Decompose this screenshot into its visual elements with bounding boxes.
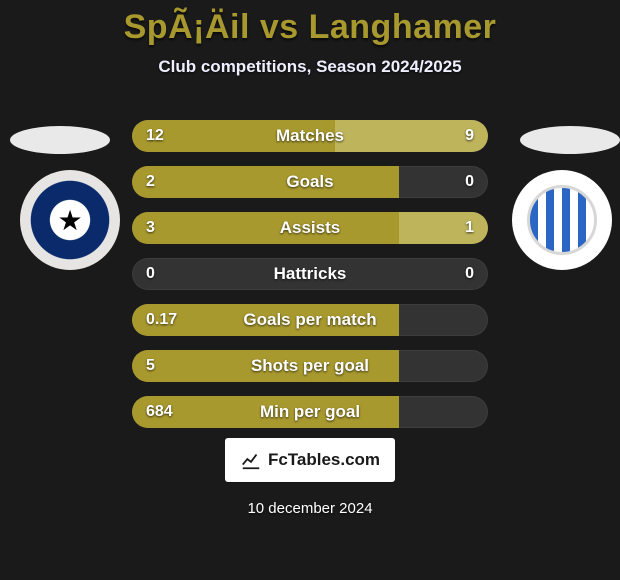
header-ellipse-right bbox=[520, 126, 620, 154]
stat-row: 0.17Goals per match bbox=[132, 304, 488, 336]
stat-row: 684Min per goal bbox=[132, 396, 488, 428]
stat-value-right: 0 bbox=[465, 265, 474, 283]
stat-row: 2Goals0 bbox=[132, 166, 488, 198]
stat-row: 0Hattricks0 bbox=[132, 258, 488, 290]
brand-text: FcTables.com bbox=[268, 450, 380, 470]
stat-label: Hattricks bbox=[132, 264, 488, 284]
comparison-card: SpÃ¡Äil vs Langhamer Club competitions, … bbox=[0, 0, 620, 580]
page-title: SpÃ¡Äil vs Langhamer bbox=[0, 0, 620, 47]
stat-row: 12Matches9 bbox=[132, 120, 488, 152]
club-badge-right-inner bbox=[527, 185, 597, 255]
chart-icon bbox=[240, 449, 262, 471]
club-badge-right bbox=[512, 170, 612, 270]
stat-fill-left bbox=[132, 212, 399, 244]
stat-fill-right bbox=[335, 120, 488, 152]
stat-value-left: 0 bbox=[146, 265, 155, 283]
stat-row: 3Assists1 bbox=[132, 212, 488, 244]
date-text: 10 december 2024 bbox=[0, 500, 620, 517]
brand-badge[interactable]: FcTables.com bbox=[225, 438, 395, 482]
stat-fill-left bbox=[132, 304, 399, 336]
club-badge-left bbox=[20, 170, 120, 270]
stat-fill-left bbox=[132, 120, 335, 152]
stat-fill-left bbox=[132, 396, 399, 428]
header-ellipse-left bbox=[10, 126, 110, 154]
stats-list: 12Matches92Goals03Assists10Hattricks00.1… bbox=[132, 120, 488, 428]
page-subtitle: Club competitions, Season 2024/2025 bbox=[0, 57, 620, 77]
stat-value-right: 0 bbox=[465, 173, 474, 191]
stat-fill-right bbox=[399, 212, 488, 244]
stat-fill-left bbox=[132, 166, 399, 198]
stat-fill-left bbox=[132, 350, 399, 382]
stat-row: 5Shots per goal bbox=[132, 350, 488, 382]
